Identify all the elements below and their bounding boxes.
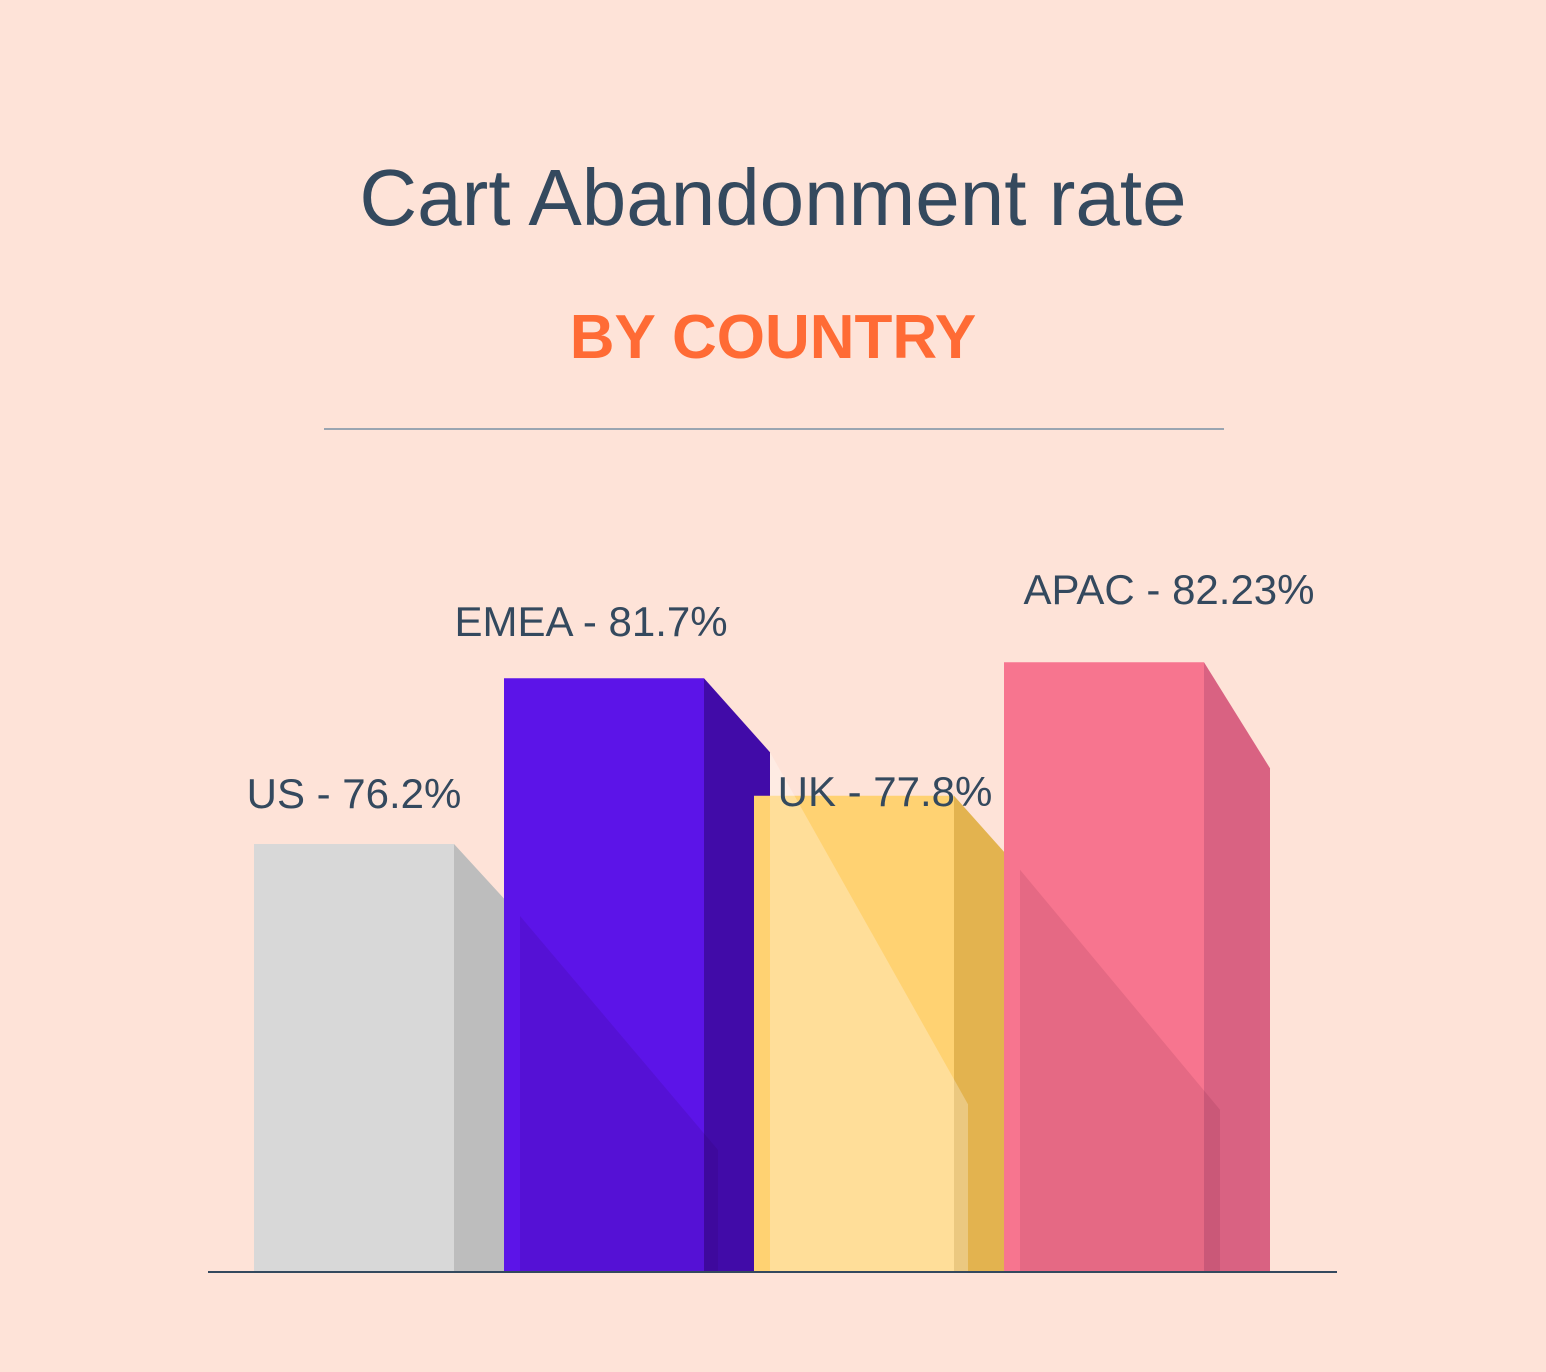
bar-side-emea bbox=[704, 678, 770, 1272]
chart-title: Cart Abandonment rate bbox=[359, 153, 1186, 242]
data-label-apac: APAC - 82.23% bbox=[1023, 566, 1314, 613]
bar-shadow-emea bbox=[770, 752, 968, 1272]
data-label-uk: UK - 77.8% bbox=[778, 768, 993, 815]
bar-side-us bbox=[454, 844, 520, 1272]
bars-group bbox=[254, 662, 1270, 1272]
bar-shadow-us bbox=[520, 916, 718, 1272]
data-label-us: US - 76.2% bbox=[247, 770, 462, 817]
bar-shadow-uk bbox=[1020, 869, 1220, 1272]
bar-side-apac bbox=[1204, 662, 1270, 1272]
bar-front-emea bbox=[504, 678, 704, 1272]
bar-side-uk bbox=[954, 795, 1020, 1272]
bar-front-us bbox=[254, 844, 454, 1272]
chart-subtitle: BY COUNTRY bbox=[570, 303, 976, 372]
bar-front-apac bbox=[1004, 662, 1204, 1272]
labels-group: US - 76.2% EMEA - 81.7% UK - 77.8% APAC - 8… bbox=[247, 566, 1315, 817]
data-label-emea: EMEA - 81.7% bbox=[454, 598, 727, 645]
bar-front-uk bbox=[754, 795, 954, 1272]
